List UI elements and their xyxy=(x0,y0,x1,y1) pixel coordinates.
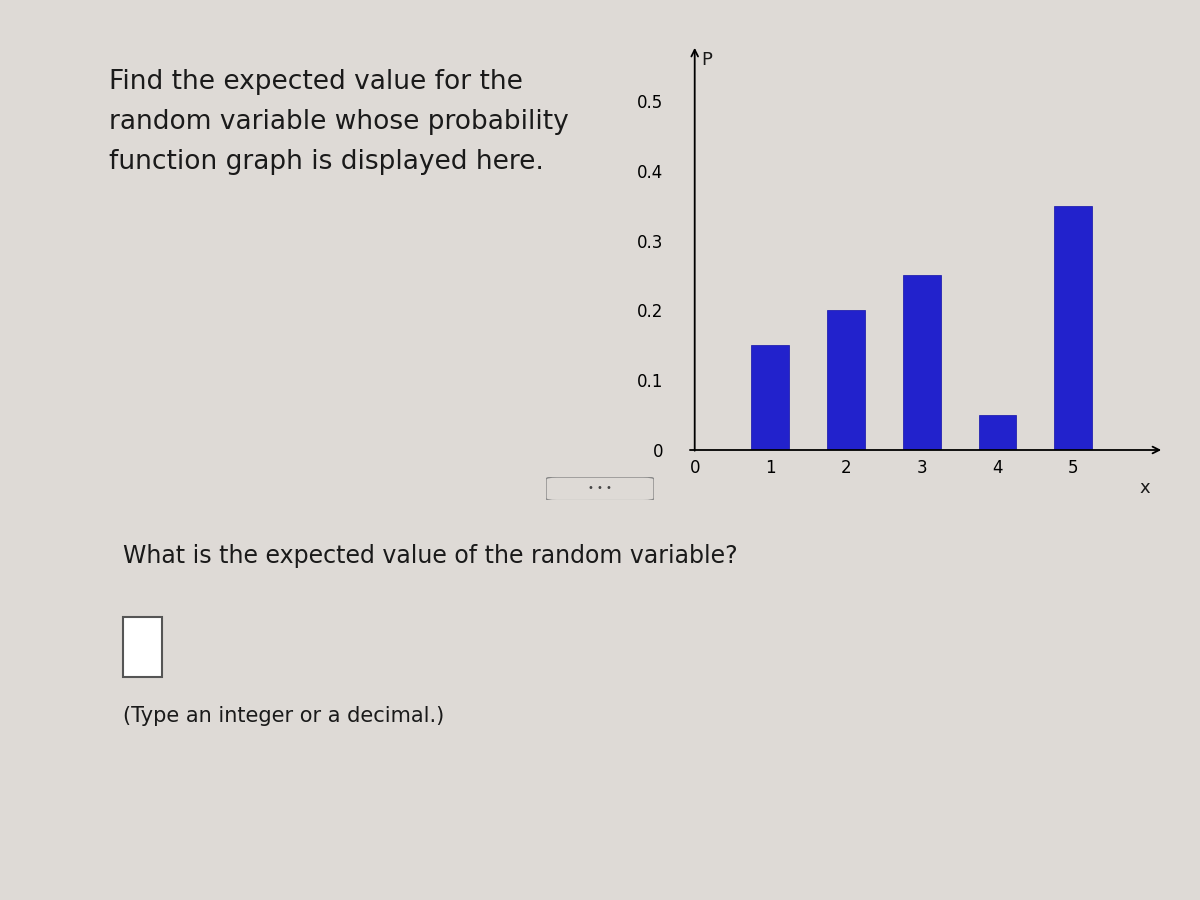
Text: x: x xyxy=(1139,480,1150,498)
FancyBboxPatch shape xyxy=(546,477,654,500)
Bar xyxy=(902,275,941,450)
Bar xyxy=(1055,205,1092,450)
Bar xyxy=(122,616,162,677)
Bar xyxy=(827,310,865,450)
Text: P: P xyxy=(701,51,712,69)
Bar xyxy=(751,346,790,450)
Text: • • •: • • • xyxy=(588,483,612,493)
Text: Find the expected value for the
random variable whose probability
function graph: Find the expected value for the random v… xyxy=(109,69,569,176)
Bar xyxy=(978,415,1016,450)
Text: (Type an integer or a decimal.): (Type an integer or a decimal.) xyxy=(122,706,444,725)
Text: What is the expected value of the random variable?: What is the expected value of the random… xyxy=(122,544,737,568)
